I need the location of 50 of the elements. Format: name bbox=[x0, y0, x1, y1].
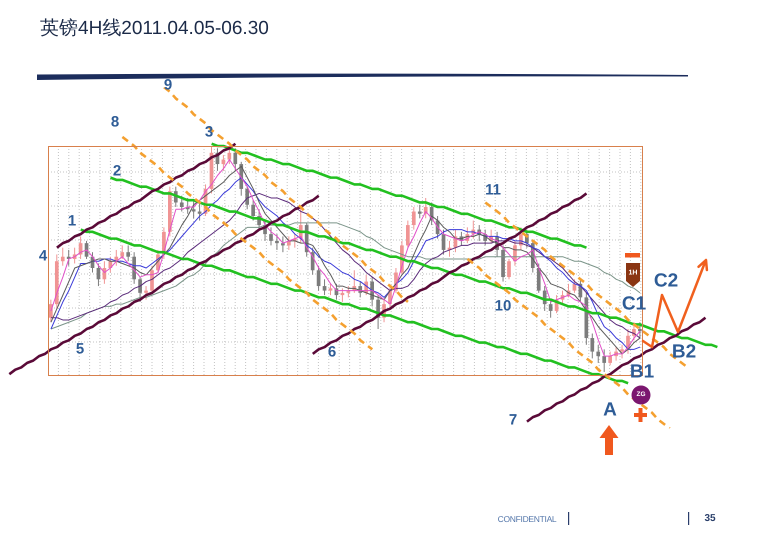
candlestick bbox=[84, 240, 88, 260]
candlestick bbox=[60, 247, 65, 266]
candlestick bbox=[590, 333, 594, 359]
annotation: B2 bbox=[672, 342, 696, 362]
text: 3 bbox=[204, 124, 214, 140]
annotation: 2 bbox=[112, 162, 122, 180]
text: 7 bbox=[508, 412, 518, 428]
candlestick bbox=[608, 351, 612, 366]
text: 8 bbox=[110, 114, 120, 130]
candlestick bbox=[406, 220, 410, 248]
candlestick bbox=[281, 236, 285, 253]
candlestick bbox=[596, 344, 600, 364]
candlestick bbox=[442, 229, 446, 255]
candlestick bbox=[251, 200, 255, 222]
candlestick bbox=[233, 148, 238, 172]
candlestick bbox=[126, 244, 130, 262]
candlestick bbox=[198, 202, 202, 222]
candlestick bbox=[412, 206, 416, 230]
chart-title: 英镑4H线2011.04.05-06.30 bbox=[40, 17, 269, 41]
candlestick bbox=[507, 258, 511, 280]
text: A bbox=[603, 400, 617, 420]
candlestick bbox=[322, 278, 326, 296]
annotation: B1 bbox=[630, 362, 654, 382]
annotation: 4 bbox=[38, 248, 48, 264]
annotation: 6 bbox=[328, 344, 336, 360]
candlestick bbox=[620, 344, 624, 359]
candlestick bbox=[150, 265, 154, 294]
candlestick bbox=[222, 154, 226, 172]
candlestick bbox=[448, 240, 452, 258]
candlestick bbox=[328, 283, 332, 296]
candlestick bbox=[418, 204, 422, 219]
candlestick bbox=[96, 262, 100, 287]
candlestick bbox=[144, 286, 148, 300]
text: 35 bbox=[704, 513, 716, 524]
candlestick bbox=[316, 265, 320, 292]
candlestick bbox=[180, 195, 184, 212]
annotation: 11 bbox=[485, 182, 501, 198]
annotation: 5 bbox=[76, 340, 84, 358]
candlestick bbox=[548, 299, 552, 318]
candlestick bbox=[120, 244, 124, 260]
text: CONFIDENTIAL bbox=[498, 514, 556, 524]
annotation: 1 bbox=[68, 212, 76, 230]
annotation: C2 bbox=[654, 270, 678, 292]
candlestick bbox=[275, 234, 279, 250]
candlestick bbox=[269, 226, 273, 246]
annotation: 10 bbox=[494, 298, 512, 314]
candlestick bbox=[638, 322, 642, 339]
candlestick bbox=[572, 278, 576, 294]
candlestick bbox=[602, 348, 606, 372]
text: 9 bbox=[164, 76, 172, 94]
